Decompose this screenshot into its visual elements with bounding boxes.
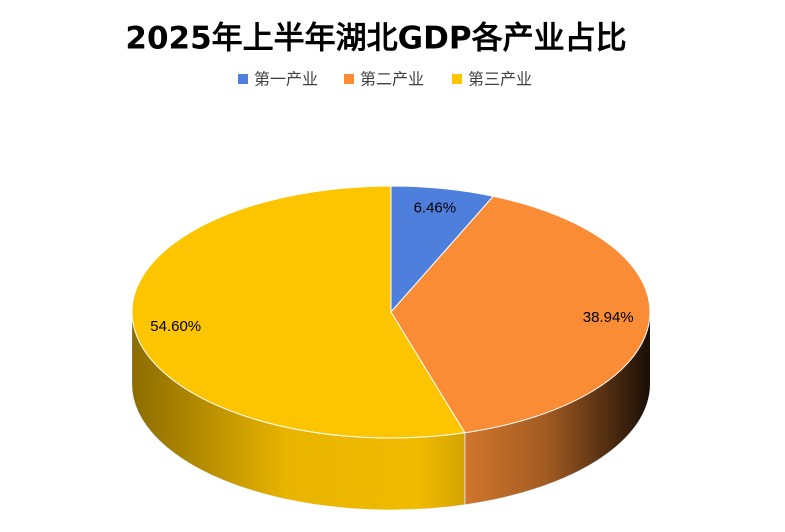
legend-label: 第二产业: [360, 70, 424, 89]
pie-slice: [390, 195, 651, 434]
legend-swatch: [452, 74, 462, 84]
data-labels: 6.46% 38.94% 54.60%: [150, 199, 633, 335]
data-label: 38.94%: [583, 309, 634, 326]
legend-label: 第三产业: [468, 70, 532, 89]
chart-title: 2025年上半年湖北GDP各产业占比: [125, 21, 626, 57]
data-label: 6.46%: [414, 199, 457, 216]
pie-tops: [131, 185, 651, 439]
legend-swatch: [344, 74, 354, 84]
side-shade: [464, 312, 650, 505]
pie-slice: [131, 185, 466, 439]
legend-swatch: [238, 74, 248, 84]
data-label: 54.60%: [150, 318, 201, 335]
legend-label: 第一产业: [254, 70, 318, 89]
side-shade: [132, 312, 465, 510]
legend: 第一产业 第二产业 第三产业: [238, 70, 532, 89]
